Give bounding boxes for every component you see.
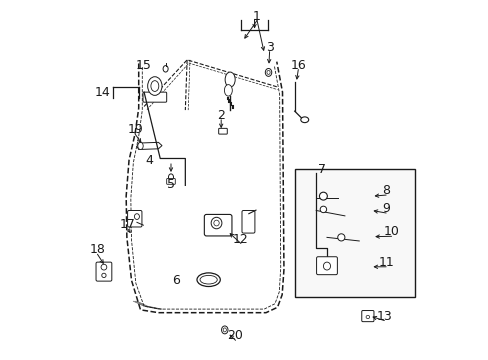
Text: 17: 17 [120,218,136,231]
FancyBboxPatch shape [204,215,231,236]
Ellipse shape [211,217,222,229]
Polygon shape [137,142,162,149]
Text: 1: 1 [253,10,261,23]
Ellipse shape [147,77,162,95]
Text: 13: 13 [376,310,391,323]
FancyBboxPatch shape [242,211,254,233]
FancyBboxPatch shape [218,129,227,134]
FancyBboxPatch shape [96,262,112,281]
Circle shape [319,192,326,200]
Circle shape [320,206,326,213]
Ellipse shape [200,275,217,284]
Ellipse shape [197,273,220,287]
Ellipse shape [323,262,330,270]
Text: 2: 2 [217,109,224,122]
Text: 4: 4 [145,154,153,167]
Ellipse shape [224,85,232,96]
FancyBboxPatch shape [361,311,373,321]
Ellipse shape [224,72,235,87]
Text: 5: 5 [166,178,175,191]
Text: 19: 19 [127,123,142,136]
FancyBboxPatch shape [316,257,337,275]
Ellipse shape [134,214,139,220]
Ellipse shape [163,66,168,72]
Ellipse shape [213,220,219,226]
Circle shape [102,273,106,278]
Ellipse shape [266,71,269,75]
Text: 16: 16 [290,59,305,72]
Text: 11: 11 [378,256,393,269]
Text: 14: 14 [95,86,110,99]
Ellipse shape [168,174,173,180]
Ellipse shape [265,68,271,76]
Circle shape [101,264,106,270]
Text: 20: 20 [227,329,243,342]
Text: 9: 9 [382,202,389,215]
FancyBboxPatch shape [142,92,166,102]
Ellipse shape [138,142,143,149]
Text: 18: 18 [89,243,105,256]
FancyBboxPatch shape [166,179,175,184]
Ellipse shape [151,81,159,91]
Circle shape [337,234,344,241]
Ellipse shape [221,326,227,334]
Text: 6: 6 [172,274,180,287]
Text: 10: 10 [383,225,399,238]
Ellipse shape [366,315,369,319]
Bar [294,169,414,297]
Text: 8: 8 [381,184,389,197]
Text: 7: 7 [317,163,325,176]
Text: 12: 12 [233,233,248,246]
Text: 15: 15 [136,59,152,72]
Ellipse shape [223,328,226,332]
FancyBboxPatch shape [127,211,142,227]
Text: 3: 3 [265,41,273,54]
Ellipse shape [300,117,308,123]
